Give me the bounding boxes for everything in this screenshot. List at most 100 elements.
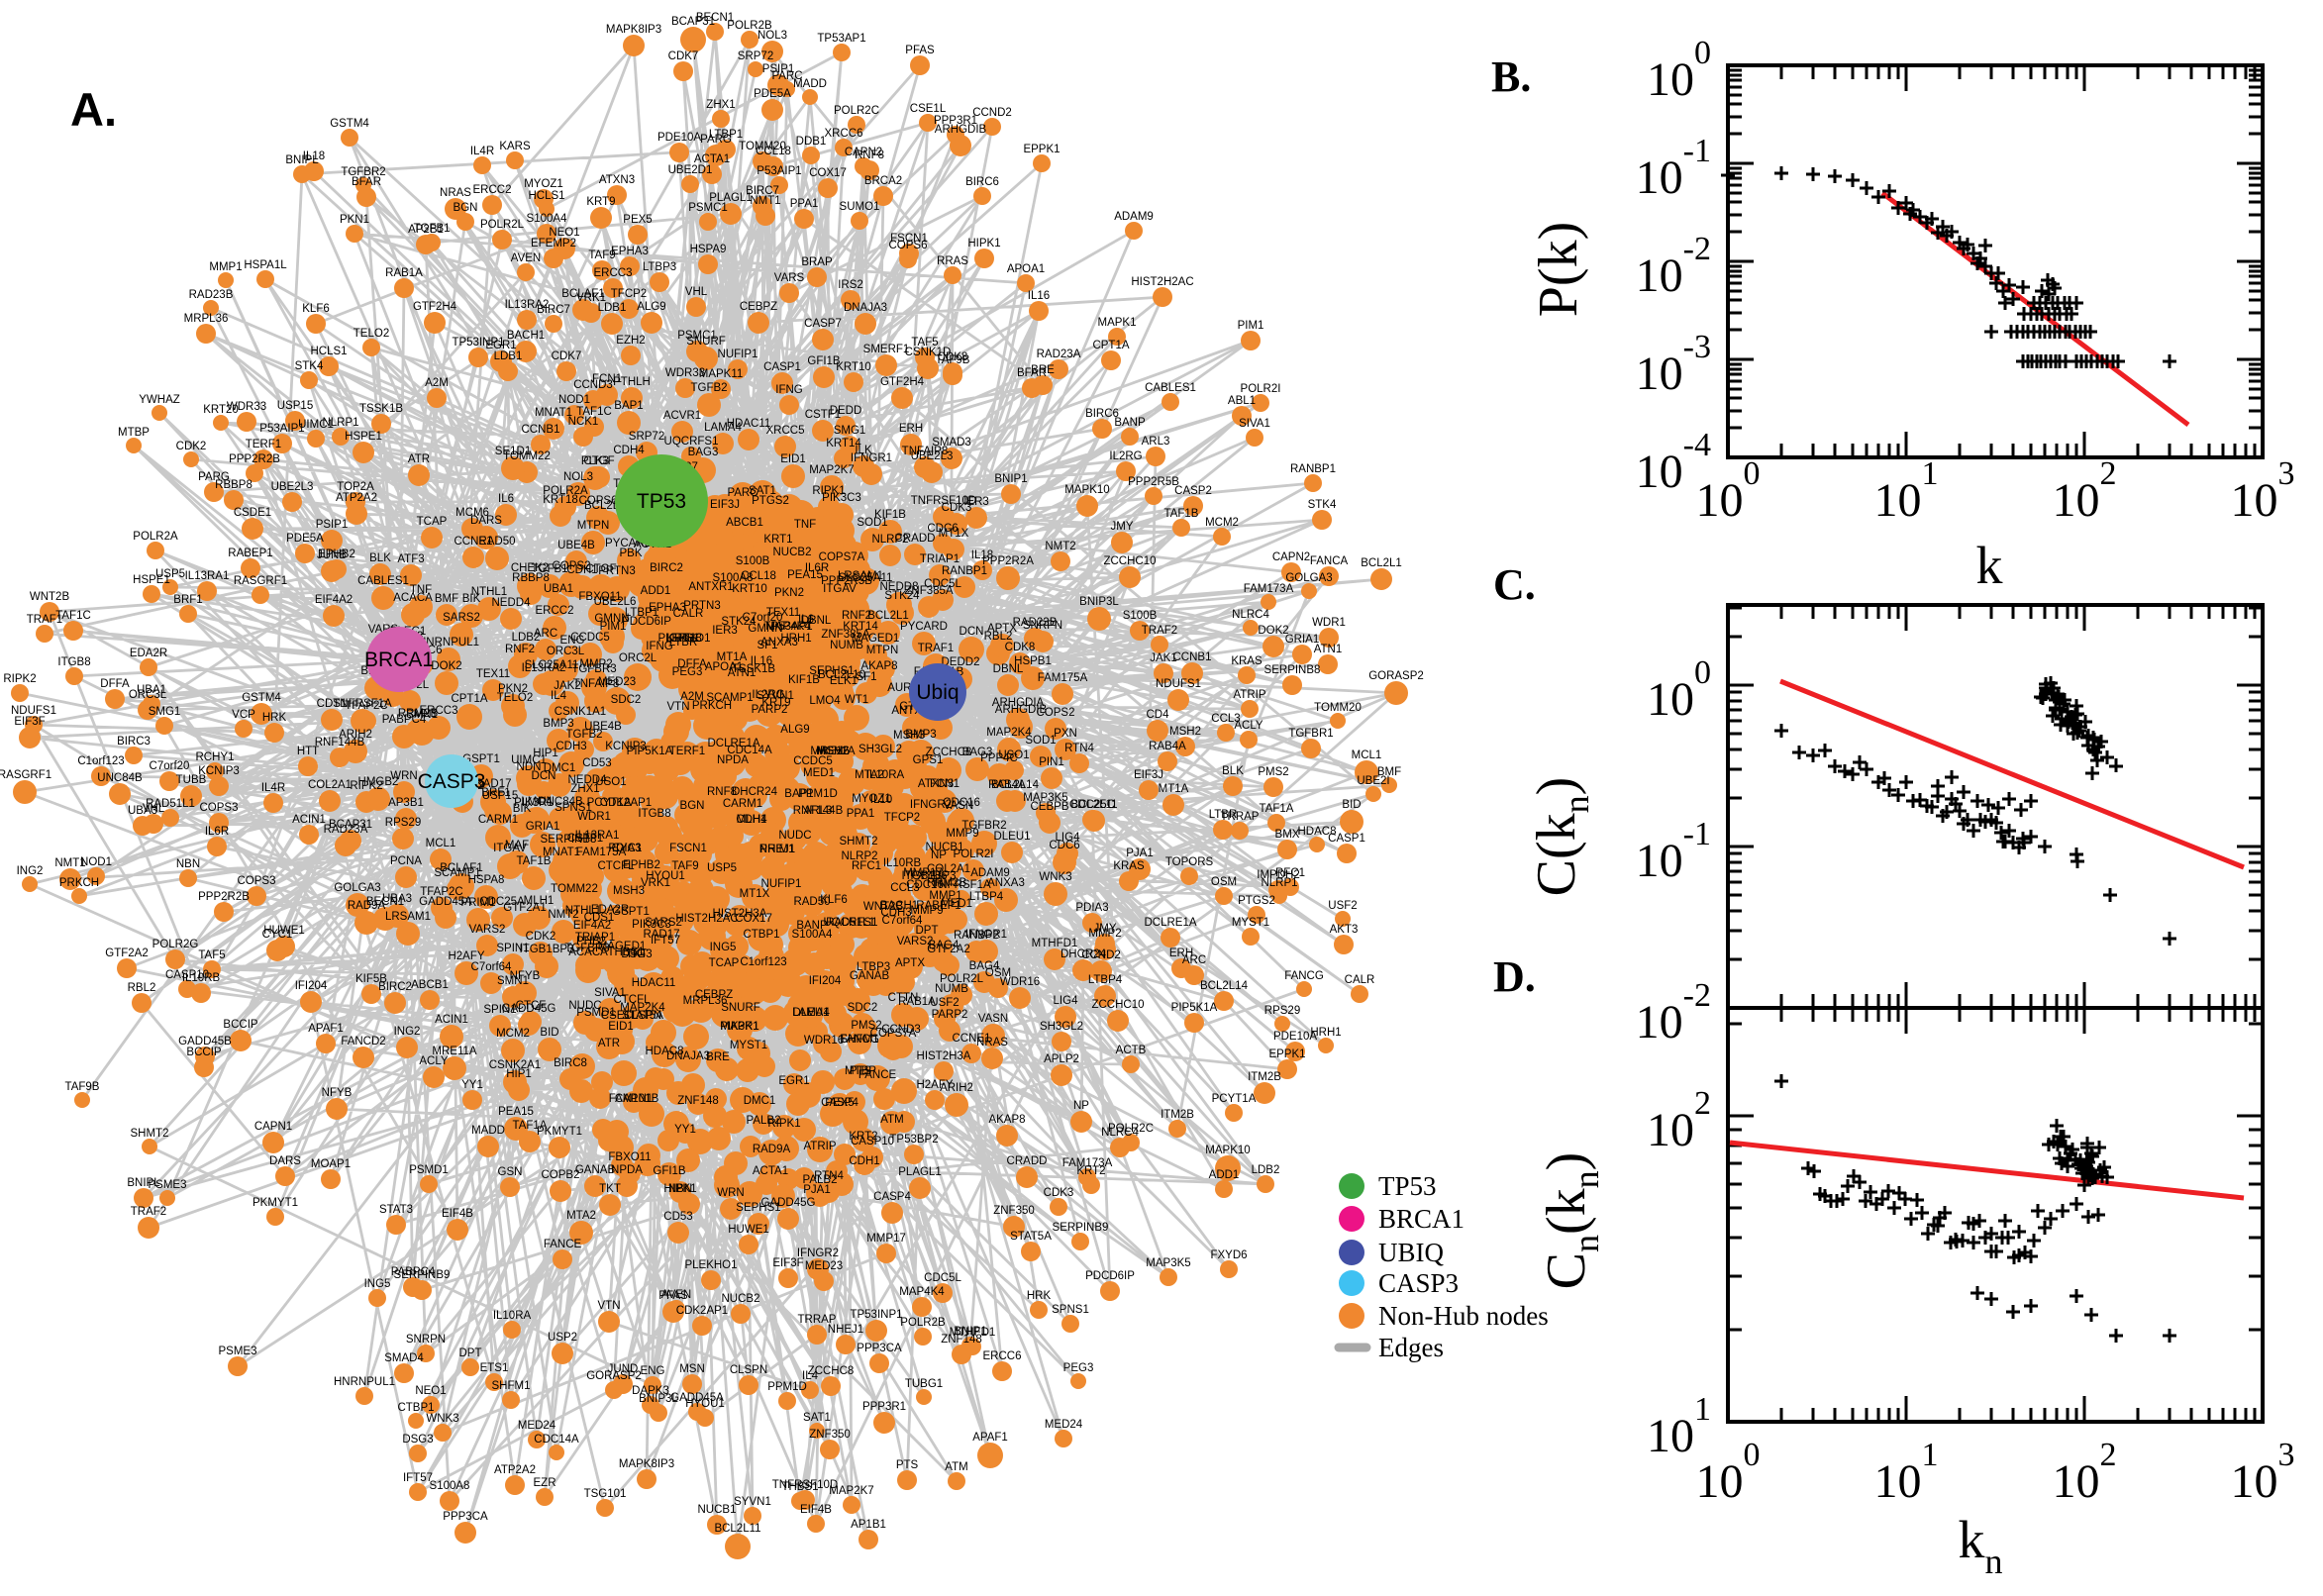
svg-text:ACTB: ACTB: [1116, 1045, 1147, 1056]
svg-text:CDC25C: CDC25C: [1069, 799, 1115, 811]
svg-text:SH3GL2: SH3GL2: [1040, 1021, 1083, 1033]
svg-text:LMO4: LMO4: [809, 695, 841, 707]
svg-text:ATRIP: ATRIP: [1233, 689, 1265, 701]
svg-text:CTCFL: CTCFL: [613, 994, 651, 1006]
svg-text:TAF5: TAF5: [198, 949, 225, 961]
svg-text:KIF1B: KIF1B: [788, 674, 820, 686]
svg-text:RRM2B: RRM2B: [927, 877, 967, 889]
svg-text:SPIN1: SPIN1: [483, 1004, 516, 1016]
svg-text:HIST2H3A: HIST2H3A: [917, 1050, 971, 1062]
svg-text:DLEU1: DLEU1: [993, 831, 1030, 843]
svg-text:SCAMP1: SCAMP1: [706, 692, 753, 704]
svg-text:TUBB: TUBB: [176, 774, 207, 786]
svg-text:LTBP3: LTBP3: [857, 961, 890, 973]
svg-text:HNRNPUL1: HNRNPUL1: [334, 1376, 395, 1388]
svg-text:XRCC5: XRCC5: [766, 425, 805, 437]
svg-text:JMY: JMY: [1111, 521, 1134, 533]
svg-text:USP2: USP2: [548, 1332, 577, 1344]
svg-text:NOD1: NOD1: [558, 394, 590, 406]
svg-text:NUDC: NUDC: [778, 830, 811, 842]
svg-text:IL10RB: IL10RB: [182, 972, 221, 984]
svg-text:IFI204: IFI204: [809, 975, 842, 987]
svg-text:PRIM1: PRIM1: [759, 844, 794, 855]
svg-text:PJA1: PJA1: [803, 1184, 831, 1196]
svg-text:PBK: PBK: [619, 548, 642, 559]
svg-text:MT1A: MT1A: [717, 651, 748, 663]
svg-text:MCL1: MCL1: [1352, 749, 1382, 761]
svg-text:ATP2A2: ATP2A2: [336, 492, 377, 504]
svg-text:IFT57: IFT57: [651, 935, 680, 947]
svg-text:POLR2B: POLR2B: [727, 20, 772, 32]
svg-text:TGFB1: TGFB1: [413, 223, 450, 235]
svg-text:ATN1: ATN1: [1314, 644, 1343, 655]
svg-text:PABPC4: PABPC4: [382, 714, 427, 726]
svg-text:GADD45B: GADD45B: [178, 1036, 232, 1047]
svg-text:CDK2: CDK2: [526, 931, 556, 943]
svg-text:PMS2: PMS2: [1258, 766, 1288, 778]
svg-text:RAD23B: RAD23B: [1013, 617, 1058, 629]
svg-text:CDK3: CDK3: [942, 502, 972, 514]
svg-text:CCND2: CCND2: [972, 107, 1012, 119]
svg-text:ANXA3: ANXA3: [760, 637, 798, 648]
svg-text:IL10: IL10: [870, 794, 892, 806]
svg-text:ZCCHC10: ZCCHC10: [1091, 999, 1144, 1011]
svg-text:IL10RB: IL10RB: [883, 857, 922, 869]
svg-text:BNIPL: BNIPL: [285, 154, 319, 166]
svg-text:KLF6: KLF6: [302, 303, 330, 315]
svg-text:LDB1: LDB1: [494, 350, 523, 362]
svg-text:APOA1: APOA1: [705, 661, 743, 673]
svg-text:GORASP2: GORASP2: [1368, 670, 1424, 682]
svg-text:MCM6: MCM6: [816, 746, 850, 757]
svg-text:APOA1: APOA1: [1007, 263, 1045, 275]
svg-text:ADAM9: ADAM9: [1114, 211, 1154, 223]
svg-text:WDR1: WDR1: [577, 811, 611, 823]
svg-text:BCCIP: BCCIP: [223, 1019, 257, 1031]
svg-text:TFAP2C: TFAP2C: [420, 886, 462, 898]
svg-text:CYC1: CYC1: [262, 929, 293, 941]
svg-text:RAD50: RAD50: [793, 896, 830, 908]
svg-text:NMT2: NMT2: [1045, 541, 1075, 552]
svg-text:IER3: IER3: [963, 496, 989, 508]
svg-text:BFAR: BFAR: [1017, 367, 1047, 379]
svg-text:CSE1L: CSE1L: [601, 1010, 638, 1022]
svg-text:CLSPN: CLSPN: [730, 1364, 767, 1376]
svg-text:TRIAP1: TRIAP1: [575, 932, 615, 944]
svg-text:LIG4: LIG4: [1054, 995, 1079, 1007]
svg-text:CCNB1: CCNB1: [522, 424, 560, 436]
svg-text:SOD1: SOD1: [857, 517, 887, 529]
svg-text:ZHX1: ZHX1: [706, 99, 735, 111]
svg-text:IL6: IL6: [798, 614, 814, 626]
svg-text:RAD23A: RAD23A: [1037, 349, 1081, 360]
svg-text:LRSAM1: LRSAM1: [385, 911, 431, 923]
svg-text:S100B: S100B: [1123, 610, 1158, 622]
svg-text:PLEKHO1: PLEKHO1: [657, 633, 710, 645]
svg-text:BLK: BLK: [1222, 765, 1244, 777]
svg-text:TAF1A: TAF1A: [1260, 803, 1294, 815]
svg-text:ATXN3: ATXN3: [599, 174, 635, 186]
svg-text:RNF8: RNF8: [707, 786, 737, 798]
svg-text:SPIN1: SPIN1: [496, 943, 529, 954]
svg-text:P(k): P(k): [1528, 222, 1589, 317]
svg-text:EPPK1: EPPK1: [1268, 1048, 1305, 1060]
svg-text:CASP10: CASP10: [165, 969, 209, 981]
svg-text:DBNL: DBNL: [801, 615, 832, 627]
svg-text:MRPL36: MRPL36: [184, 313, 229, 325]
svg-text:POLR2I: POLR2I: [954, 848, 994, 860]
svg-text:CLSPN: CLSPN: [624, 1010, 661, 1022]
svg-text:YY1: YY1: [461, 1079, 483, 1091]
svg-text:PARC: PARC: [771, 70, 802, 82]
svg-text:ZNF350: ZNF350: [993, 1205, 1035, 1217]
svg-text:MCM2: MCM2: [1205, 517, 1239, 529]
svg-text:CD53: CD53: [663, 1211, 692, 1223]
svg-text:TAF1C: TAF1C: [576, 406, 612, 418]
svg-text:RNF2: RNF2: [842, 610, 871, 622]
svg-text:MAPK10: MAPK10: [1064, 484, 1109, 496]
svg-text:ABL1: ABL1: [1228, 395, 1256, 407]
svg-text:RBL2: RBL2: [128, 982, 156, 994]
svg-text:TNFRSF1A: TNFRSF1A: [932, 879, 991, 891]
svg-text:RRAS: RRAS: [937, 255, 968, 267]
svg-text:RAB4A: RAB4A: [988, 779, 1026, 791]
svg-text:TOMM22: TOMM22: [551, 883, 598, 895]
svg-text:SMAD3: SMAD3: [932, 437, 971, 449]
svg-text:THBS1: THBS1: [607, 947, 644, 958]
